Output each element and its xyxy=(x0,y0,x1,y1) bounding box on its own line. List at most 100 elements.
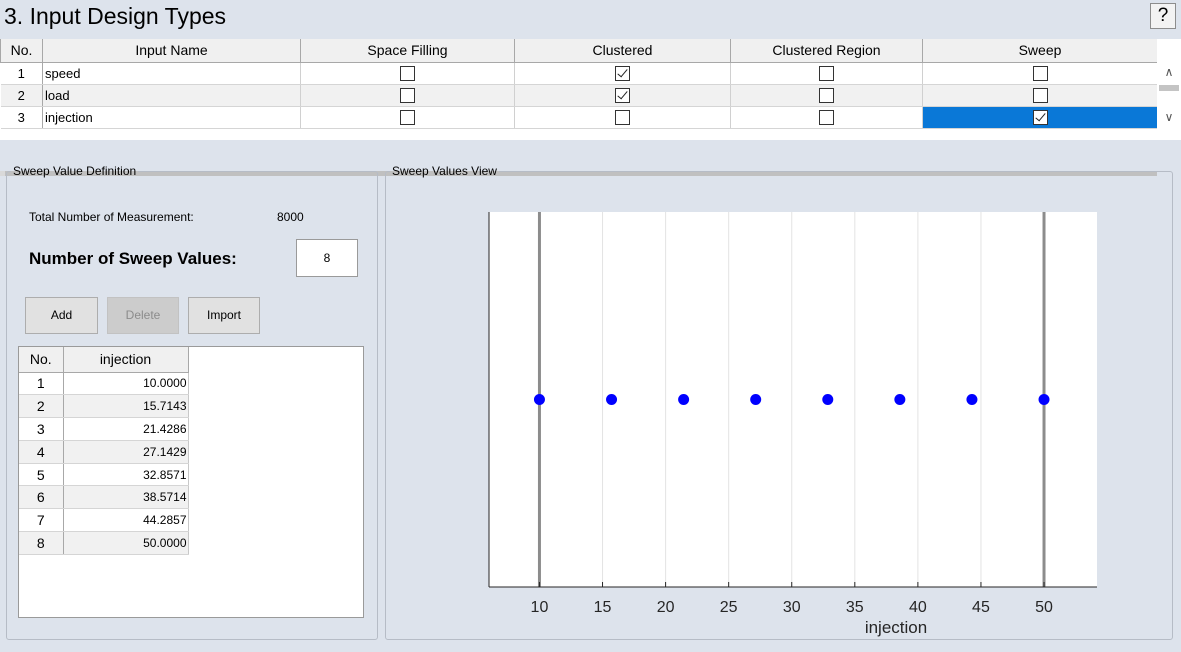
help-button[interactable]: ? xyxy=(1150,3,1176,29)
row-number: 2 xyxy=(19,394,64,419)
column-header-no[interactable]: No. xyxy=(19,347,64,373)
injection-value-cell[interactable]: 27.1429 xyxy=(63,440,189,464)
x-tick-label: 45 xyxy=(972,599,990,616)
clustered-region-checkbox[interactable] xyxy=(819,88,834,104)
table-row[interactable]: 7 44.2857 xyxy=(19,508,189,533)
table-row[interactable]: 1 10.0000 xyxy=(19,372,189,396)
horizontal-scrollbar[interactable] xyxy=(0,171,1157,176)
injection-value-cell[interactable]: 44.2857 xyxy=(63,508,189,533)
injection-value-cell[interactable]: 15.7143 xyxy=(63,394,189,419)
x-tick-label: 25 xyxy=(720,599,738,616)
plot-area xyxy=(489,212,1097,587)
chevron-down-icon[interactable]: ∨ xyxy=(1164,110,1174,124)
x-axis-label: injection xyxy=(865,618,927,637)
sweep-cell[interactable] xyxy=(922,62,1158,85)
horizontal-scroll-thumb[interactable] xyxy=(5,171,1157,176)
x-tick-label: 50 xyxy=(1035,599,1053,616)
chevron-up-icon[interactable]: ∧ xyxy=(1164,65,1174,79)
clustered-region-checkbox[interactable] xyxy=(819,66,834,82)
sweep-checkbox[interactable] xyxy=(1032,110,1048,126)
row-number: 1 xyxy=(0,62,43,85)
injection-value-cell[interactable]: 10.0000 xyxy=(63,372,189,396)
sweep-values-view-panel: Sweep Values View xyxy=(385,164,1173,640)
data-point xyxy=(678,394,690,405)
input-name-cell[interactable]: load xyxy=(42,84,301,107)
data-point xyxy=(894,394,906,405)
column-header-clustered[interactable]: Clustered xyxy=(514,39,731,63)
row-number: 6 xyxy=(19,485,64,510)
add-button[interactable]: Add xyxy=(25,297,98,334)
scroll-thumb[interactable] xyxy=(1159,85,1179,91)
clustered-region-cell[interactable] xyxy=(730,84,923,107)
injection-value-cell[interactable]: 38.5714 xyxy=(63,485,189,510)
injection-value-cell[interactable]: 32.8571 xyxy=(63,463,189,487)
column-header-space-filling[interactable]: Space Filling xyxy=(300,39,515,63)
sweep-cell[interactable] xyxy=(922,84,1158,107)
row-number: 3 xyxy=(0,106,43,129)
table-row[interactable]: 2 15.7143 xyxy=(19,394,189,419)
space-filling-cell[interactable] xyxy=(300,62,515,85)
clustered-checkbox[interactable] xyxy=(615,88,630,104)
sweep-checkbox[interactable] xyxy=(1032,88,1048,104)
import-button[interactable]: Import xyxy=(188,297,260,334)
title-bar: 3. Input Design Types ? xyxy=(0,0,1181,34)
table-row[interactable]: 2 load xyxy=(0,84,1158,107)
table-row[interactable]: 1 speed xyxy=(0,62,1158,85)
x-tick-label: 35 xyxy=(846,599,864,616)
sweep-values-table[interactable]: No. injection 1 10.0000 2 15.7143 3 21.4286 4 2… xyxy=(18,346,364,618)
table-row[interactable]: 3 injection xyxy=(0,106,1158,129)
sweep-value-definition-panel: Sweep Value Definition xyxy=(6,164,378,640)
page-title: 3. Input Design Types xyxy=(4,3,227,29)
clustered-cell[interactable] xyxy=(514,84,731,107)
table-row[interactable]: 3 21.4286 xyxy=(19,417,189,441)
x-tick-label: 20 xyxy=(657,599,675,616)
table-row[interactable]: 5 32.8571 xyxy=(19,463,189,487)
clustered-cell[interactable] xyxy=(514,62,731,85)
table-row[interactable]: 8 50.0000 xyxy=(19,531,189,555)
number-of-sweep-values-input[interactable]: 8 xyxy=(296,239,358,277)
x-tick-label: 15 xyxy=(594,599,612,616)
x-tick-label: 10 xyxy=(531,599,549,616)
clustered-region-cell[interactable] xyxy=(730,106,923,129)
column-header-input-name[interactable]: Input Name xyxy=(42,39,301,63)
column-header-no[interactable]: No. xyxy=(0,39,43,63)
row-number: 7 xyxy=(19,508,64,533)
column-header-injection[interactable]: injection xyxy=(63,347,189,373)
data-point xyxy=(750,394,762,405)
space-filling-cell[interactable] xyxy=(300,84,515,107)
inputs-table: No. Input Name Space Filling Clustered C… xyxy=(0,39,1181,176)
sweep-checkbox[interactable] xyxy=(1032,66,1048,82)
clustered-checkbox[interactable] xyxy=(615,110,630,126)
delete-button: Delete xyxy=(107,297,179,334)
clustered-region-checkbox[interactable] xyxy=(819,110,834,126)
table-row[interactable]: 4 27.1429 xyxy=(19,440,189,464)
input-name-cell[interactable]: injection xyxy=(42,106,301,129)
table-row[interactable]: 6 38.5714 xyxy=(19,485,189,510)
x-tick-label: 40 xyxy=(909,599,927,616)
sweep-values-chart: 10 15 20 25 30 35 40 45 50 injection xyxy=(488,212,1097,637)
clustered-cell[interactable] xyxy=(514,106,731,129)
injection-value-cell[interactable]: 50.0000 xyxy=(63,531,189,555)
clustered-region-cell[interactable] xyxy=(730,62,923,85)
input-name-cell[interactable]: speed xyxy=(42,62,301,85)
sweep-cell[interactable] xyxy=(922,106,1158,129)
x-tick-label: 30 xyxy=(783,599,801,616)
injection-value-cell[interactable]: 21.4286 xyxy=(63,417,189,441)
vertical-scrollbar[interactable]: ∧ ∨ xyxy=(1157,39,1181,140)
row-number: 4 xyxy=(19,440,64,464)
row-number: 5 xyxy=(19,463,64,487)
data-point xyxy=(533,394,545,405)
space-filling-cell[interactable] xyxy=(300,106,515,129)
total-measurement-value: 8000 xyxy=(277,210,304,224)
number-of-sweep-values-label: Number of Sweep Values: xyxy=(29,249,237,268)
space-filling-checkbox[interactable] xyxy=(400,110,415,126)
space-filling-checkbox[interactable] xyxy=(400,66,415,82)
panel-legend: Sweep Values View xyxy=(392,164,497,178)
clustered-checkbox[interactable] xyxy=(615,66,630,82)
data-point xyxy=(966,394,978,405)
column-header-sweep[interactable]: Sweep xyxy=(922,39,1158,63)
data-point xyxy=(822,394,834,405)
panel-legend: Sweep Value Definition xyxy=(13,164,137,178)
space-filling-checkbox[interactable] xyxy=(400,88,415,104)
column-header-clustered-region[interactable]: Clustered Region xyxy=(730,39,923,63)
